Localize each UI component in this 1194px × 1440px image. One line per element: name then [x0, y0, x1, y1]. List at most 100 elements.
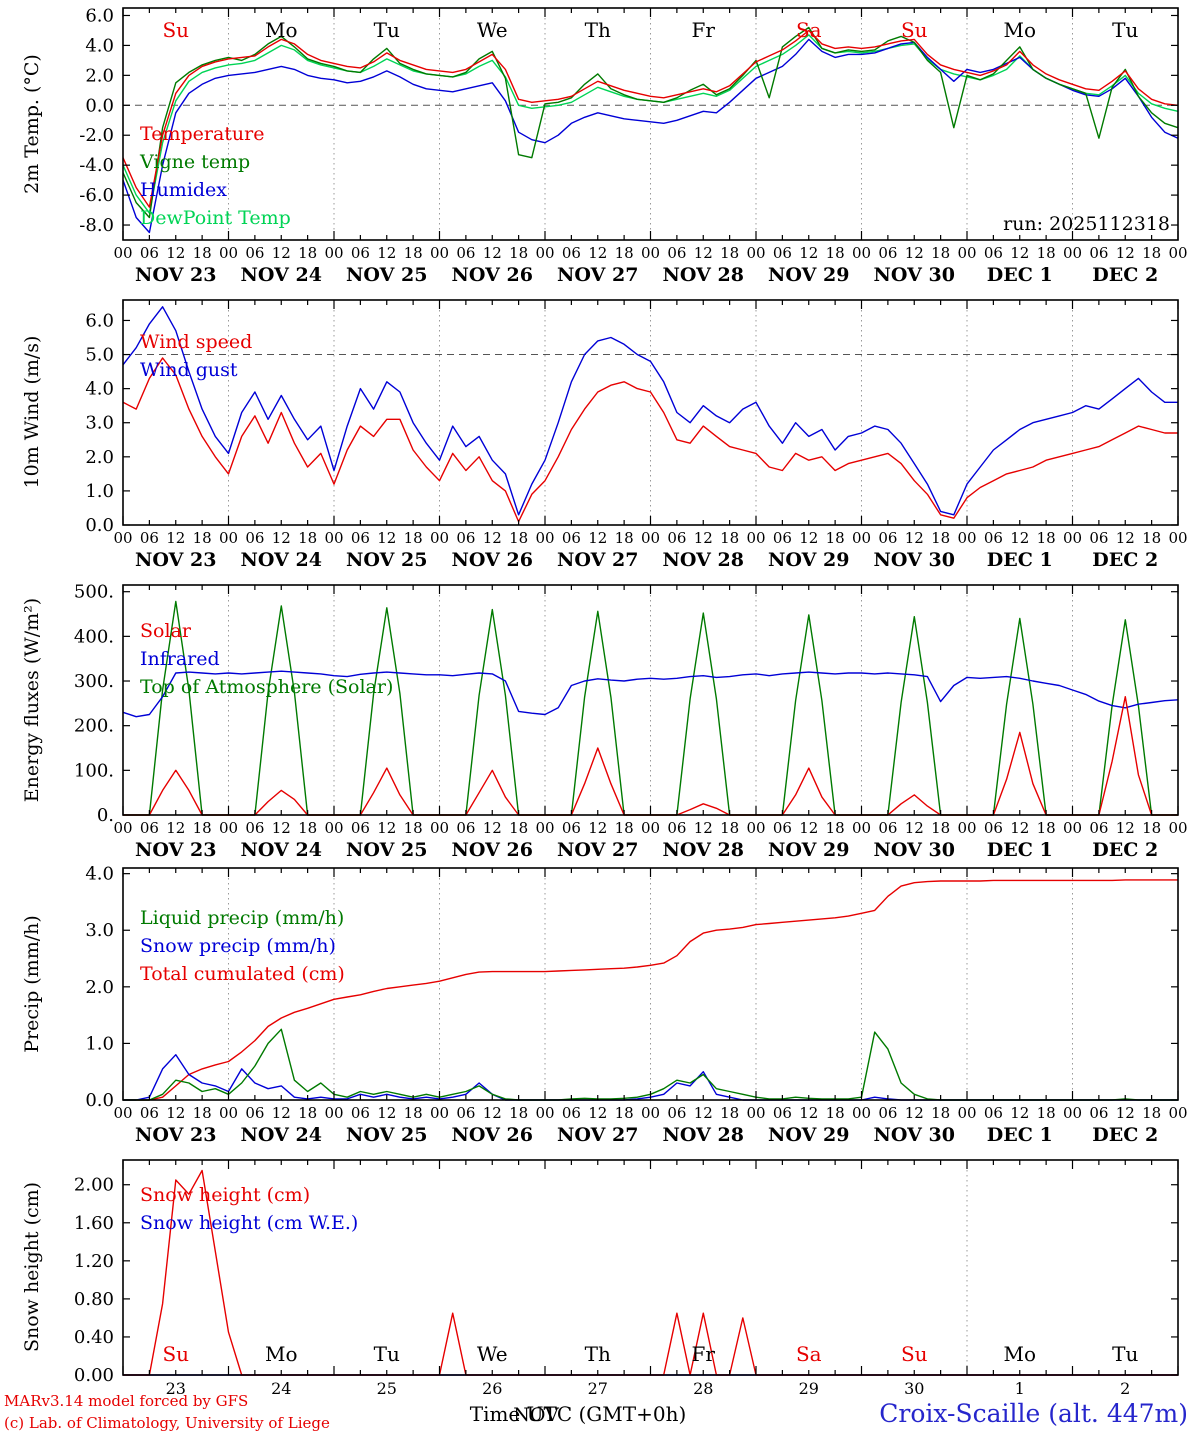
hour-tick-label: 18: [615, 244, 634, 262]
y-tick-label: -6.0: [79, 185, 114, 206]
legend-toa-solar: Top of Atmosphere (Solar): [140, 676, 393, 698]
y-tick-label: -2.0: [79, 125, 114, 146]
hour-tick-label: 12: [483, 819, 502, 837]
hour-tick-label: 00: [1168, 1104, 1187, 1122]
hour-tick-label: 00: [746, 1104, 765, 1122]
hour-tick-label: 12: [166, 819, 185, 837]
date-label: NOV 23: [135, 839, 216, 861]
hour-tick-label: 00: [641, 819, 660, 837]
hour-tick-label: 12: [1116, 1104, 1135, 1122]
hour-tick-label: 00: [430, 244, 449, 262]
date-label: DEC 1: [987, 264, 1053, 286]
hour-tick-label: 06: [667, 244, 686, 262]
y-tick-label: 4.0: [85, 379, 114, 400]
legend-vigne-temp: Vigne temp: [139, 151, 250, 173]
day-number-label: 25: [377, 1379, 397, 1398]
hour-tick-label: 12: [588, 1104, 607, 1122]
hour-tick-label: 06: [878, 1104, 897, 1122]
y-tick-label: 3.0: [85, 920, 114, 941]
date-label: NOV 26: [452, 839, 533, 861]
series-line-infrared: [122, 670, 1179, 718]
station-title: Croix-Scaille (alt. 447m): [879, 1399, 1188, 1428]
hour-tick-label: 12: [588, 244, 607, 262]
hour-tick-label: 18: [931, 529, 950, 547]
date-label: NOV 25: [346, 264, 427, 286]
day-number-label: 23: [166, 1379, 186, 1398]
y-tick-label: 2.00: [74, 1175, 114, 1196]
hour-tick-label: 06: [878, 529, 897, 547]
run-label: run: 2025112318: [1003, 213, 1170, 235]
y-tick-label: 200.: [74, 716, 114, 737]
legend-snow-precip: Snow precip (mm/h): [140, 935, 336, 957]
hour-tick-label: 18: [931, 1104, 950, 1122]
hour-tick-label: 00: [641, 529, 660, 547]
day-number-label: 2: [1120, 1379, 1130, 1398]
hour-tick-label: 00: [219, 819, 238, 837]
hour-tick-label: 18: [404, 244, 423, 262]
date-label: NOV 29: [768, 264, 849, 286]
hour-tick-label: 12: [377, 819, 396, 837]
hour-tick-label: 18: [298, 819, 317, 837]
hour-tick-label: 12: [1010, 819, 1029, 837]
hour-tick-label: 00: [852, 1104, 871, 1122]
legend-snow-height: Snow height (cm): [140, 1184, 310, 1206]
hour-tick-label: 18: [931, 819, 950, 837]
footer-model-credit: MARv3.14 model forced by GFS: [4, 1392, 248, 1410]
hour-tick-label: 18: [826, 1104, 845, 1122]
y-tick-label: 5.0: [85, 345, 114, 366]
hour-tick-label: 12: [1010, 529, 1029, 547]
hour-tick-label: 06: [456, 529, 475, 547]
weekday-label-top: Su: [901, 18, 928, 42]
hour-tick-label: 18: [1037, 819, 1056, 837]
hour-tick-label: 06: [667, 819, 686, 837]
hour-tick-label: 00: [535, 529, 554, 547]
series-line-vigne-temp: [122, 26, 1179, 219]
hour-tick-label: 00: [746, 529, 765, 547]
hour-tick-label: 12: [905, 529, 924, 547]
hour-tick-label: 00: [324, 819, 343, 837]
hour-tick-label: 00: [1168, 244, 1187, 262]
date-label: NOV 26: [452, 1124, 533, 1146]
hour-tick-label: 18: [1142, 1104, 1161, 1122]
weekday-label-bottom: Fr: [692, 1342, 716, 1366]
hour-tick-label: 12: [483, 244, 502, 262]
date-label: NOV 27: [557, 839, 638, 861]
y-axis-title-snow: Snow height (cm): [21, 1182, 43, 1352]
y-tick-label: 1.60: [74, 1213, 114, 1234]
hour-tick-label: 18: [720, 529, 739, 547]
hour-tick-label: 00: [324, 244, 343, 262]
hour-tick-label: 12: [483, 529, 502, 547]
hour-tick-label: 12: [272, 819, 291, 837]
y-tick-label: 3.0: [85, 413, 114, 434]
hour-tick-label: 12: [1116, 819, 1135, 837]
y-tick-label: 0.80: [74, 1289, 114, 1310]
hour-tick-label: 00: [324, 529, 343, 547]
date-label: NOV 25: [346, 549, 427, 571]
hour-tick-label: 18: [1037, 529, 1056, 547]
legend-dewpoint: DewPoint Temp: [140, 207, 291, 229]
y-tick-label: 1.0: [85, 1033, 114, 1054]
hour-tick-label: 12: [377, 1104, 396, 1122]
hour-tick-label: 06: [773, 244, 792, 262]
hour-tick-label: 06: [351, 1104, 370, 1122]
hour-tick-label: 18: [720, 819, 739, 837]
legend-wind-gust: Wind gust: [140, 359, 238, 381]
date-label: DEC 2: [1092, 839, 1158, 861]
weekday-label-top: Sa: [796, 18, 822, 42]
footer-lab-credit: (c) Lab. of Climatology, University of L…: [4, 1414, 330, 1432]
y-tick-label: 500.: [74, 582, 114, 603]
hour-tick-label: 18: [1142, 529, 1161, 547]
hour-tick-label: 12: [588, 529, 607, 547]
hour-tick-label: 18: [615, 529, 634, 547]
weekday-label-top: Mo: [1003, 18, 1036, 42]
hour-tick-label: 00: [746, 819, 765, 837]
hour-tick-label: 12: [1116, 529, 1135, 547]
hour-tick-label: 06: [245, 819, 264, 837]
hour-tick-label: 00: [852, 529, 871, 547]
hour-tick-label: 00: [535, 1104, 554, 1122]
hour-tick-label: 06: [351, 244, 370, 262]
hour-tick-label: 12: [799, 819, 818, 837]
hour-tick-label: 00: [430, 819, 449, 837]
hour-tick-label: 00: [113, 1104, 132, 1122]
